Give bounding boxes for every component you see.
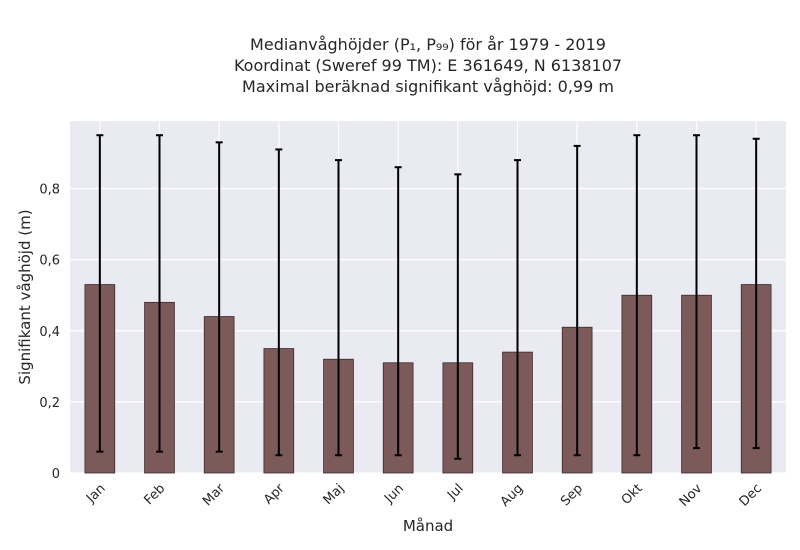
error-bar-Feb xyxy=(156,134,163,453)
error-bar-Jan xyxy=(96,134,104,453)
x-axis-ticks: Jan Feb Mar Apr Maj Jun Jul Aug Sep Okt Nov Dec xyxy=(83,481,765,510)
x-tick-label-Apr: Apr xyxy=(261,481,288,508)
y-tick-label-1: 0,2 xyxy=(39,396,60,411)
error-bar-Nov xyxy=(693,134,700,450)
x-tick-label-Feb: Feb xyxy=(141,481,168,508)
error-bar-Apr xyxy=(275,148,283,457)
chart-title: Medianvåghöjder (P₁, P₉₉) för år 1979 - … xyxy=(70,34,786,97)
chart-title-line-2: Koordinat (Sweref 99 TM): E 361649, N 61… xyxy=(233,56,623,75)
y-tick-label-4: 0,8 xyxy=(39,183,60,198)
y-tick-label-3: 0,6 xyxy=(39,254,60,269)
error-bar-Sep xyxy=(573,144,581,457)
error-bar-Aug xyxy=(514,159,521,457)
error-bar-Mar xyxy=(215,141,223,453)
x-tick-label-Jun: Jun xyxy=(381,481,407,507)
x-axis-label: Månad xyxy=(403,517,453,535)
error-bar-Jun xyxy=(394,166,402,457)
x-tick-label-Jan: Jan xyxy=(83,481,108,506)
chart-title-line-1: Medianvåghöjder (P₁, P₉₉) för år 1979 - … xyxy=(250,35,606,54)
error-bars xyxy=(96,134,760,460)
x-tick-label-Mar: Mar xyxy=(200,481,228,509)
error-bar-Dec xyxy=(752,137,760,450)
x-tick-label-Maj: Maj xyxy=(321,481,348,508)
x-tick-label-Nov: Nov xyxy=(677,481,706,510)
x-tick-label-Sep: Sep xyxy=(558,481,586,509)
plot-area xyxy=(70,121,786,473)
error-bar-Okt xyxy=(633,134,641,457)
y-tick-label-2: 0,4 xyxy=(39,325,60,340)
error-bar-Jul xyxy=(454,173,462,460)
x-tick-label-Jul: Jul xyxy=(444,481,466,503)
x-tick-label-Okt: Okt xyxy=(619,481,646,508)
x-tick-label-Aug: Aug xyxy=(498,481,527,510)
error-bar-Maj xyxy=(335,159,342,457)
x-tick-label-Dec: Dec xyxy=(737,481,765,509)
y-tick-label-0: 0 xyxy=(52,467,60,482)
y-axis-ticks: 0 0,2 0,4 0,6 0,8 xyxy=(39,183,60,482)
chart-title-line-3: Maximal beräknad signifikant våghöjd: 0,… xyxy=(242,77,614,96)
y-axis-label: Signifikant våghöjd (m) xyxy=(16,209,34,384)
